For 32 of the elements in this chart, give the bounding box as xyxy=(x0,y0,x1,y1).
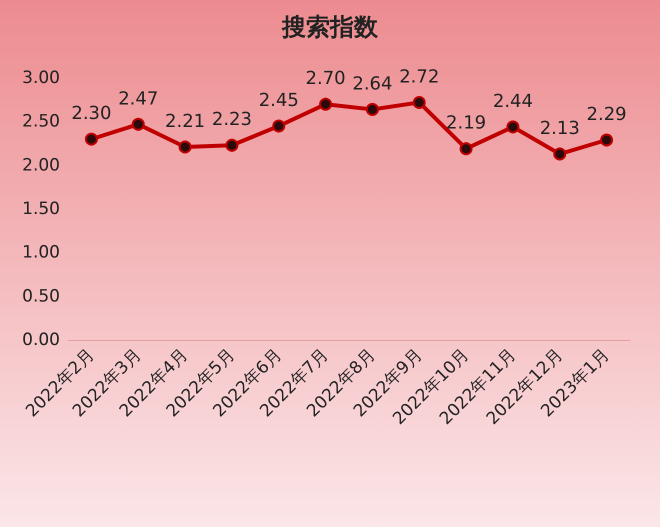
data-label: 2.21 xyxy=(165,110,206,132)
data-label: 2.23 xyxy=(212,109,252,130)
y-tick-label: 2.50 xyxy=(22,112,60,132)
data-label: 2.70 xyxy=(306,68,346,90)
point xyxy=(178,140,192,154)
data-label: 2.30 xyxy=(71,103,112,124)
y-tick-label: 0.00 xyxy=(22,330,60,350)
point xyxy=(553,147,566,160)
y-tick-label: 1.50 xyxy=(22,199,60,219)
data-label: 2.19 xyxy=(446,112,486,134)
point xyxy=(506,120,520,134)
data-label: 2.45 xyxy=(258,90,299,112)
point xyxy=(412,96,426,109)
data-label: 2.13 xyxy=(540,118,580,139)
point xyxy=(366,102,379,116)
point xyxy=(600,134,614,147)
data-label: 2.64 xyxy=(352,73,392,94)
point xyxy=(460,142,473,156)
point xyxy=(272,120,286,133)
data-label: 2.29 xyxy=(586,104,627,126)
point xyxy=(84,132,98,146)
point xyxy=(225,138,238,152)
data-label: 2.47 xyxy=(118,88,158,110)
y-tick-label: 1.00 xyxy=(22,242,60,263)
point xyxy=(132,118,145,131)
y-tick-label: 0.50 xyxy=(22,286,60,306)
data-label: 2.72 xyxy=(399,66,440,88)
y-tick-label: 3.00 xyxy=(22,68,60,88)
data-label: 2.44 xyxy=(492,90,533,112)
point xyxy=(319,98,332,111)
chart-title: 搜索指数 xyxy=(281,13,379,41)
y-tick-label: 2.00 xyxy=(22,155,60,176)
